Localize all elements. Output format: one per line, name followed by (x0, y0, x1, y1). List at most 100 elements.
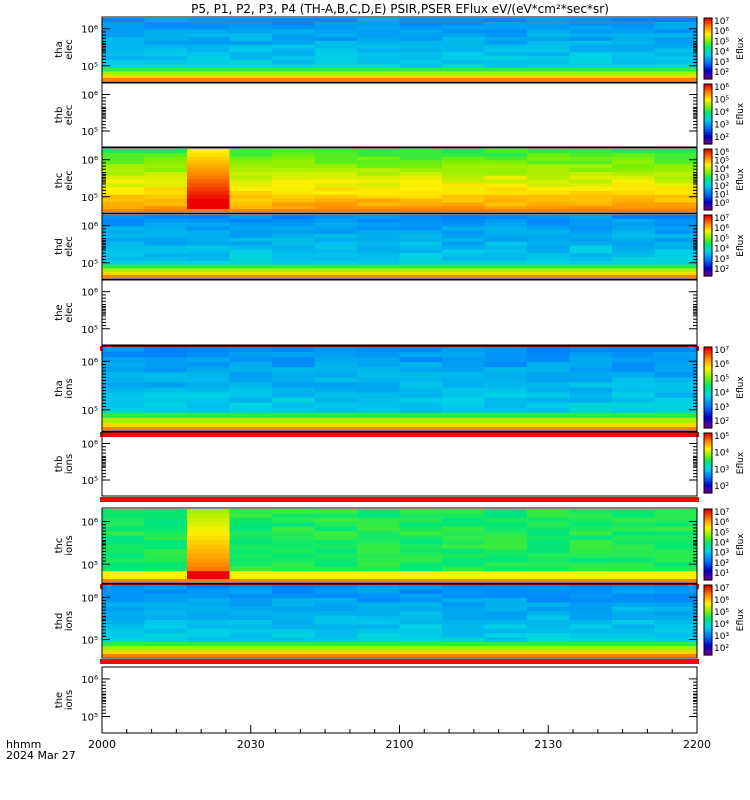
heatmap-cell (442, 190, 486, 196)
heatmap-cell (484, 566, 528, 572)
heatmap-cell (229, 407, 273, 414)
heatmap-cell (187, 615, 231, 621)
heatmap-cell (399, 620, 443, 625)
heatmap-cell (399, 377, 443, 384)
heatmap-cell (187, 422, 231, 429)
colorbar-tick-label: 10⁴ (714, 620, 729, 630)
heatmap-cell (187, 566, 231, 572)
colorbar-segment (704, 237, 712, 240)
colorbar-segment (704, 197, 712, 200)
heatmap-cell (527, 352, 571, 358)
colorbar-segment (704, 103, 712, 106)
heatmap-cell (527, 237, 571, 243)
heatmap-cell (569, 397, 613, 404)
colorbar-segment (704, 381, 712, 385)
heatmap-cell (229, 513, 273, 519)
heatmap-cell (442, 509, 486, 515)
heatmap-cell (314, 230, 358, 235)
heatmap-cell (399, 509, 443, 515)
heatmap-cell (612, 571, 656, 577)
heatmap-cell (399, 544, 443, 550)
heatmap-cell (442, 407, 486, 414)
bottom-energy-band (102, 275, 697, 278)
heatmap-cell (399, 237, 443, 243)
heatmap-cell (314, 611, 358, 617)
heatmap-cell (144, 175, 188, 181)
heatmap-cell (229, 198, 273, 203)
heatmap-cell (484, 646, 528, 652)
heatmap-cell (484, 598, 528, 604)
heatmap-cell (527, 557, 571, 563)
colorbar-segment (704, 621, 712, 625)
heatmap-cell (612, 222, 656, 228)
heatmap-cell (102, 206, 146, 211)
heatmap-cell (314, 215, 358, 220)
heatmap-cell (654, 402, 698, 409)
heatmap-cell (144, 357, 188, 363)
heatmap-cell (357, 256, 401, 262)
heatmap-cell (399, 59, 443, 65)
heatmap-cell (442, 397, 486, 404)
y-tick-label: 10⁶ (81, 675, 98, 686)
colorbar-segment (704, 389, 712, 393)
heatmap-cell (612, 272, 656, 277)
heatmap-cell (272, 21, 316, 27)
heatmap-cell (569, 548, 613, 554)
heatmap-cell (442, 226, 486, 231)
heatmap-cell (102, 237, 146, 243)
colorbar-segment (704, 443, 712, 446)
heatmap-cell (527, 646, 571, 652)
heatmap-cell (399, 615, 443, 621)
heatmap-cell (272, 52, 316, 57)
heatmap-cell (399, 646, 443, 652)
heatmap-cell (314, 48, 358, 53)
heatmap-cell (272, 615, 316, 621)
heatmap-cell (442, 513, 486, 519)
heatmap-cell (399, 48, 443, 53)
heatmap-cell (569, 234, 613, 239)
heatmap-cell (527, 40, 571, 46)
panel-ylabel: elec (64, 302, 75, 323)
heatmap-cell (314, 377, 358, 384)
heatmap-cell (102, 575, 146, 581)
heatmap-cell (272, 417, 316, 424)
panel-ylabel: thc (54, 538, 65, 554)
colorbar-segment (704, 221, 712, 224)
heatmap-cell (484, 606, 528, 612)
heatmap-cell (442, 598, 486, 604)
heatmap-cell (187, 215, 231, 220)
heatmap-cell (187, 357, 231, 363)
heatmap-cell (102, 422, 146, 429)
heatmap-cell (654, 628, 698, 634)
heatmap-cell (484, 637, 528, 643)
heatmap-cell (527, 149, 571, 154)
heatmap-cell (527, 553, 571, 559)
heatmap-cell (187, 218, 231, 224)
colorbar-tick-label: 10⁶ (714, 360, 729, 370)
heatmap-cell (357, 540, 401, 546)
heatmap-cell (442, 149, 486, 154)
heatmap-cell (527, 164, 571, 169)
heatmap-cell (314, 531, 358, 537)
heatmap-cell (229, 25, 273, 31)
heatmap-cell (484, 18, 528, 23)
heatmap-cell (527, 615, 571, 621)
heatmap-cell (484, 628, 528, 634)
colorbar-tick-label: 10³ (714, 255, 729, 265)
heatmap-cell (569, 402, 613, 409)
heatmap-cell (399, 40, 443, 46)
colorbar-segment (704, 425, 712, 429)
heatmap-cell (229, 611, 273, 617)
heatmap-cell (654, 190, 698, 196)
colorbar-segment (704, 257, 712, 260)
heatmap-cell (314, 218, 358, 224)
heatmap-cell (357, 149, 401, 154)
heatmap-cell (654, 347, 698, 353)
heatmap-cell (357, 522, 401, 528)
heatmap-cell (612, 48, 656, 53)
heatmap-cell (612, 535, 656, 541)
heatmap-cell (229, 18, 273, 23)
heatmap-cell (314, 160, 358, 165)
heatmap-cell (314, 226, 358, 231)
heatmap-cell (144, 407, 188, 414)
